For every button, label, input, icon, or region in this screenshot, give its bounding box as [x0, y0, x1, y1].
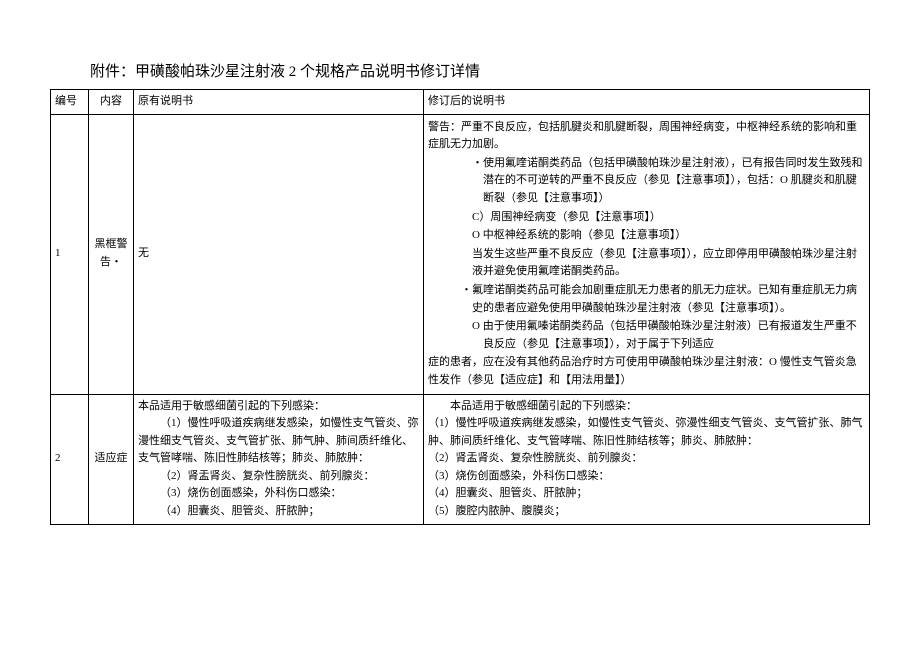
- row-num: 1: [51, 114, 89, 394]
- revised-text: 当发生这些严重不良反应（参见【注意事项】），应立即停用甲磺酸帕珠沙星注射液并避免…: [428, 246, 865, 281]
- original-text: 本品适用于敏感细菌引起的下列感染：: [138, 398, 419, 416]
- revised-text: （4）胆囊炎、胆管炎、肝脓肿；: [428, 485, 865, 503]
- revised-text: ・氟喹诺酮类药品可能会加剧重症肌无力患者的肌无力症状。已知有重症肌无力病史的患者…: [428, 282, 865, 317]
- revised-text: （2）肾盂肾炎、复杂性膀胱炎、前列腺炎：: [428, 450, 865, 468]
- original-text: （3）烧伤创面感染，外科伤口感染：: [138, 485, 419, 503]
- revised-text: ・使用氟喹诺酮类药品（包括甲磺酸帕珠沙星注射液），已有报告同时发生致残和潜在的不…: [428, 155, 865, 208]
- row-content: 黑框警告・: [89, 114, 134, 394]
- row-content: 适应症: [89, 394, 134, 524]
- original-text: （1）慢性呼吸道疾病继发感染，如慢性支气管炎、弥漫性细支气管炎、支气管扩张、肺气…: [138, 415, 419, 468]
- revised-text: （5）腹腔内脓肿、腹膜炎；: [428, 503, 865, 521]
- revised-text: （1）慢性呼吸道疾病继发感染，如慢性支气管炎、弥漫性细支气管炎、支气管扩张、肺气…: [428, 415, 865, 450]
- row-original: 无: [134, 114, 424, 394]
- revised-text: 警告：严重不良反应，包括肌腱炎和肌腱断裂，周围神经病变，中枢神经系统的影响和重症…: [428, 119, 865, 154]
- header-num: 编号: [51, 90, 89, 115]
- row-revised: 本品适用于敏感细菌引起的下列感染： （1）慢性呼吸道疾病继发感染，如慢性支气管炎…: [424, 394, 870, 524]
- revision-table: 编号 内容 原有说明书 修订后的说明书 1 黑框警告・ 无 警告：严重不良反应，…: [50, 89, 870, 525]
- header-original: 原有说明书: [134, 90, 424, 115]
- table-row: 1 黑框警告・ 无 警告：严重不良反应，包括肌腱炎和肌腱断裂，周围神经病变，中枢…: [51, 114, 870, 394]
- revised-text: O 由于使用氟嗪诺酮类药品（包括甲磺酸帕珠沙星注射液）已有报道发生严重不良反应（…: [428, 318, 865, 353]
- header-content: 内容: [89, 90, 134, 115]
- revised-text: 本品适用于敏感细菌引起的下列感染：: [428, 398, 865, 416]
- row-num: 2: [51, 394, 89, 524]
- revised-text: O 中枢神经系统的影响（参见【注意事项】）: [428, 227, 865, 245]
- table-row: 2 适应症 本品适用于敏感细菌引起的下列感染： （1）慢性呼吸道疾病继发感染，如…: [51, 394, 870, 524]
- row-original: 本品适用于敏感细菌引起的下列感染： （1）慢性呼吸道疾病继发感染，如慢性支气管炎…: [134, 394, 424, 524]
- original-text: （4）胆囊炎、胆管炎、肝脓肿；: [138, 503, 419, 521]
- revised-text: 症的患者，应在没有其他药品治疗时方可使用甲磺酸帕珠沙星注射液：O 慢性支气管炎急…: [428, 354, 865, 389]
- document-title: 附件：甲磺酸帕珠沙星注射液 2 个规格产品说明书修订详情: [90, 60, 870, 81]
- revised-text: C）周围神经病变（参见【注意事项】）: [428, 209, 865, 227]
- row-revised: 警告：严重不良反应，包括肌腱炎和肌腱断裂，周围神经病变，中枢神经系统的影响和重症…: [424, 114, 870, 394]
- revised-text: （3）烧伤创面感染，外科伤口感染：: [428, 468, 865, 486]
- header-revised: 修订后的说明书: [424, 90, 870, 115]
- original-text: （2）肾盂肾炎、复杂性膀胱炎、前列腺炎：: [138, 468, 419, 486]
- table-header-row: 编号 内容 原有说明书 修订后的说明书: [51, 90, 870, 115]
